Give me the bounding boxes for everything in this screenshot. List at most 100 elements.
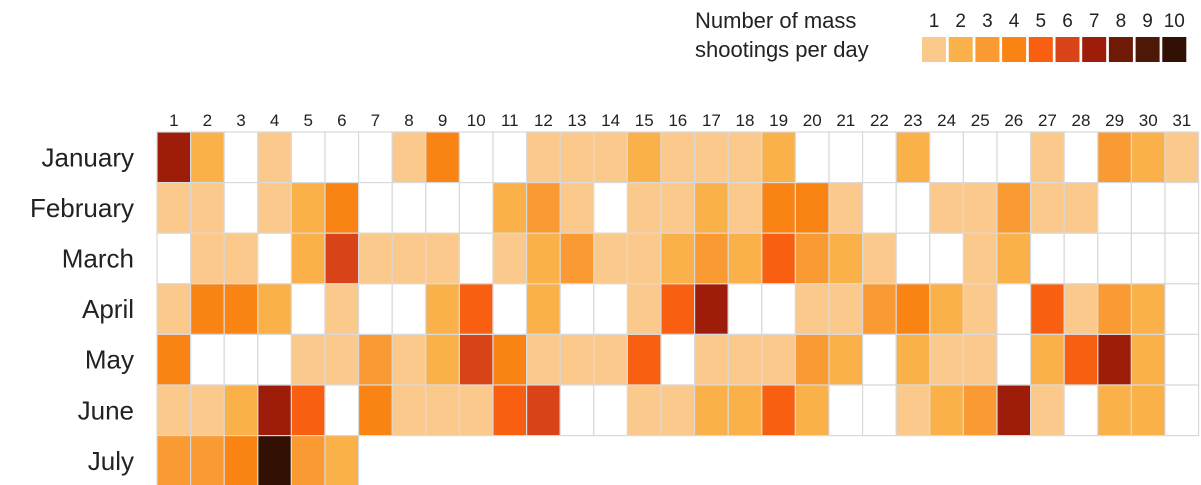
heatmap-cell (525, 182, 561, 234)
heatmap-cell (223, 131, 259, 184)
heatmap-cell (996, 333, 1032, 386)
heatmap-cell (525, 384, 561, 437)
heatmap-cell (1164, 131, 1200, 184)
heatmap-cell (559, 333, 595, 386)
day-label: 9 (438, 111, 447, 130)
heatmap-cell (693, 283, 729, 335)
heatmap-cell (290, 435, 326, 485)
heatmap-cell (190, 182, 225, 234)
legend-swatches: 1 2 3 4 5 6 7 8 9 10 (922, 11, 1187, 62)
heatmap-cell (358, 384, 393, 437)
heatmap-cell (391, 384, 427, 437)
heatmap-cell (727, 131, 763, 184)
heatmap-cell (996, 232, 1032, 285)
heatmap-cell (525, 131, 561, 184)
heatmap-cell (962, 182, 998, 234)
heatmap-cell (559, 182, 595, 234)
day-label: 3 (236, 111, 245, 130)
heatmap-cell (391, 232, 427, 285)
legend-level-label: 7 (1089, 11, 1100, 32)
heatmap-cell (391, 182, 427, 234)
heatmap-cell (156, 435, 192, 485)
heatmap-cell (290, 232, 326, 285)
day-label: 17 (702, 111, 721, 130)
heatmap-cell (1130, 283, 1166, 335)
day-label: 13 (568, 111, 587, 130)
heatmap-cell (156, 333, 192, 386)
heatmap-cell (156, 182, 192, 234)
month-label: March (62, 244, 134, 274)
heatmap-cell (1130, 182, 1166, 234)
heatmap-cell (593, 384, 628, 437)
heatmap-cell (996, 283, 1032, 335)
heatmap-cell (962, 232, 998, 285)
heatmap-cell (223, 384, 259, 437)
heatmap-cell (962, 131, 998, 184)
heatmap-cell (794, 384, 830, 437)
heatmap-cell (358, 232, 393, 285)
day-label: 22 (870, 111, 889, 130)
heatmap-cell (391, 131, 427, 184)
heatmap-cell (425, 333, 460, 386)
heatmap-cell (257, 435, 292, 485)
heatmap-cell (257, 333, 292, 386)
heatmap-cell (492, 182, 528, 234)
heatmap-cell (1164, 283, 1200, 335)
heatmap-cell (693, 131, 729, 184)
heatmap-cell (559, 232, 595, 285)
day-label: 20 (803, 111, 822, 130)
heatmap-cell (1164, 384, 1200, 437)
heatmap-cell (895, 131, 931, 184)
heatmap-cell (794, 333, 830, 386)
heatmap-cell (1063, 232, 1099, 285)
legend-level-label: 6 (1062, 11, 1073, 32)
heatmap-cell (525, 232, 561, 285)
month-label: July (88, 446, 134, 476)
heatmap-cell (324, 435, 360, 485)
heatmap-cell (358, 182, 393, 234)
heatmap-cell (559, 283, 595, 335)
day-label: 31 (1172, 111, 1191, 130)
heatmap-cell (458, 283, 494, 335)
legend-swatch (1055, 37, 1080, 62)
legend-swatch (1162, 37, 1187, 62)
day-label: 1 (169, 111, 178, 130)
heatmap-cell (1029, 283, 1065, 335)
heatmap-cell (190, 333, 225, 386)
heatmap-cell (1097, 283, 1133, 335)
heatmap-cell (458, 232, 494, 285)
heatmap-cell (1029, 232, 1065, 285)
heatmap-cell (290, 131, 326, 184)
heatmap-cell (861, 182, 897, 234)
heatmap-cell (1029, 131, 1065, 184)
heatmap-cells (156, 131, 1200, 485)
heatmap-cell (1029, 182, 1065, 234)
heatmap-cell (525, 283, 561, 335)
heatmap-cell (660, 283, 696, 335)
heatmap-cell (593, 232, 628, 285)
heatmap-cell (1097, 182, 1133, 234)
heatmap-cell (223, 182, 259, 234)
heatmap-cell (794, 182, 830, 234)
heatmap-cell (324, 283, 360, 335)
heatmap-cell (525, 333, 561, 386)
day-label: 23 (904, 111, 923, 130)
heatmap-cell (1063, 283, 1099, 335)
heatmap-cell (290, 283, 326, 335)
heatmap-cell (358, 283, 393, 335)
legend-level-label: 8 (1116, 11, 1127, 32)
heatmap-cell (257, 384, 292, 437)
heatmap-cell (861, 232, 897, 285)
heatmap-cell (1097, 333, 1133, 386)
heatmap-cell (828, 333, 864, 386)
heatmap-cell (458, 182, 494, 234)
heatmap-cell (593, 182, 628, 234)
heatmap-cell (324, 182, 360, 234)
heatmap-cell (895, 232, 931, 285)
heatmap-cell (593, 131, 628, 184)
heatmap-cell (190, 435, 225, 485)
heatmap-cell (593, 283, 628, 335)
legend-swatch (1082, 37, 1107, 62)
heatmap-cell (492, 333, 528, 386)
heatmap-cell (861, 333, 897, 386)
